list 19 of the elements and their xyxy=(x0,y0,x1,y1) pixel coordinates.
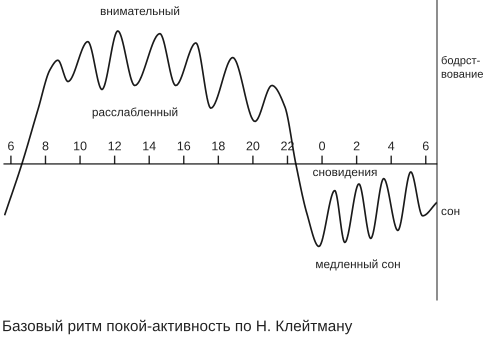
x-tick-label: 20 xyxy=(246,142,260,150)
text: Базовый ритм покой-активность по Н. Клейтману xyxy=(3,320,352,334)
x-tick-label: 6 xyxy=(8,142,14,150)
x-tick-label: 16 xyxy=(178,142,190,150)
text: сон xyxy=(442,208,460,216)
x-tick-label: 18 xyxy=(212,142,225,150)
x-tick-label: 4 xyxy=(388,142,394,150)
annotation: расслабленный xyxy=(92,107,178,119)
text: бодрст- вование xyxy=(442,56,483,78)
x-tick-label: 10 xyxy=(74,142,87,150)
x-tick-label: 6 xyxy=(422,142,429,150)
x-tick-label: 8 xyxy=(42,142,48,150)
annotation: сновидения xyxy=(313,170,377,178)
x-tick-label: 0 xyxy=(319,142,326,150)
x-tick-label: 12 xyxy=(108,142,121,150)
text: внимательный xyxy=(100,6,180,16)
x-tick-label: 2 xyxy=(354,142,360,150)
text: медленный сон xyxy=(316,259,400,270)
x-tick-label: 14 xyxy=(143,142,156,150)
